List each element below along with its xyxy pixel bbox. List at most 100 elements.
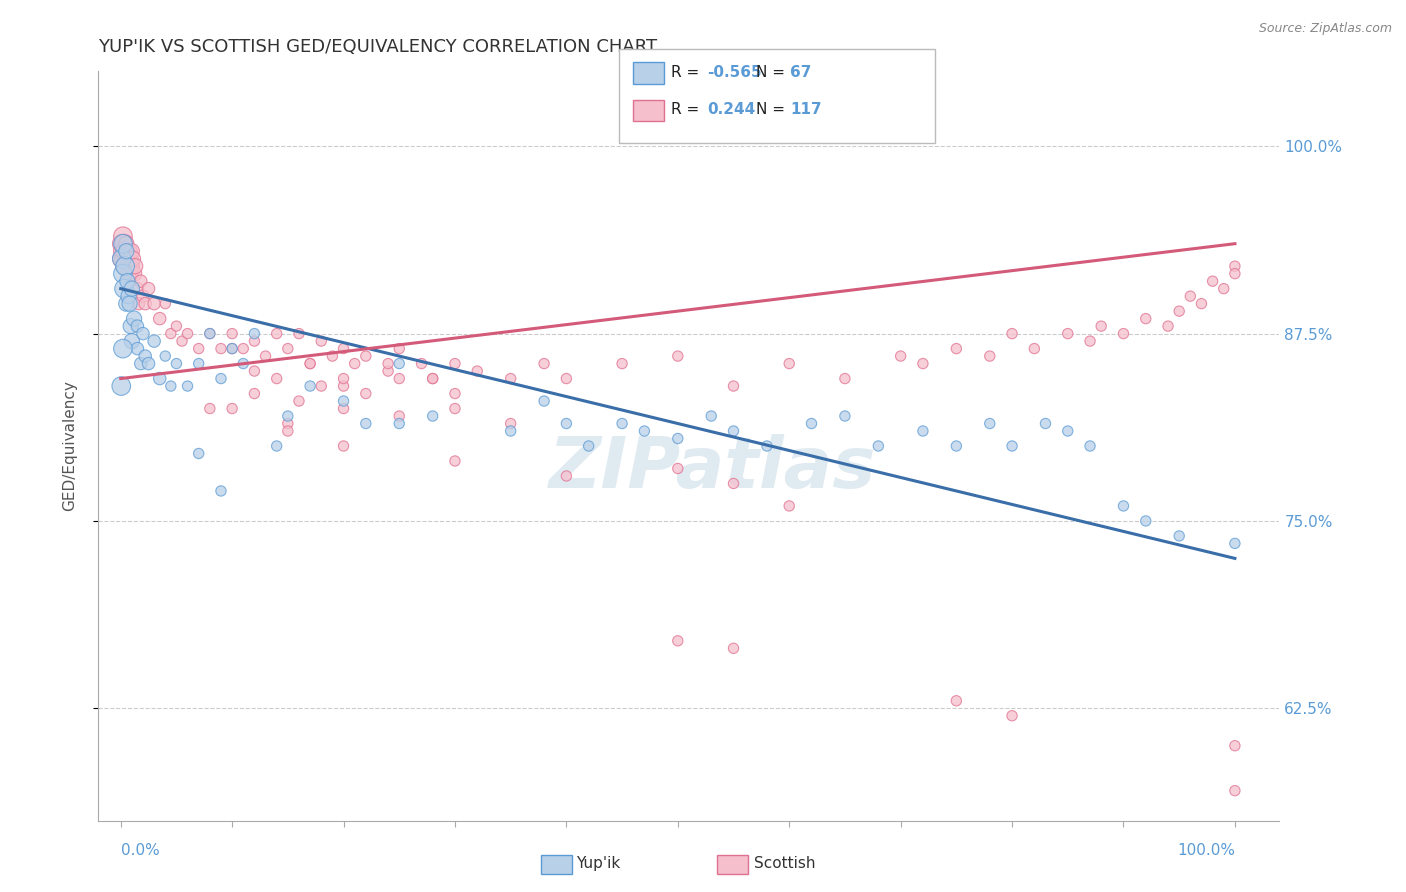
Point xyxy=(115,296,138,310)
Point xyxy=(209,342,232,356)
Point xyxy=(165,319,187,334)
Text: R =: R = xyxy=(671,65,704,79)
Point xyxy=(332,394,354,409)
Point xyxy=(979,349,1001,363)
Point xyxy=(1001,708,1024,723)
Point xyxy=(299,357,322,371)
Point xyxy=(111,236,134,251)
Point xyxy=(122,311,145,326)
Point xyxy=(221,342,243,356)
Point xyxy=(110,379,132,393)
Point xyxy=(120,252,142,266)
Point xyxy=(1078,439,1101,453)
Point xyxy=(533,357,555,371)
Point xyxy=(411,357,433,371)
Point xyxy=(114,259,136,273)
Text: -0.565: -0.565 xyxy=(707,65,762,79)
Point xyxy=(666,633,689,648)
Point xyxy=(143,334,166,348)
Point xyxy=(444,401,467,416)
Point xyxy=(1035,417,1057,431)
Point xyxy=(143,296,166,310)
Point xyxy=(111,267,134,281)
Point xyxy=(221,342,243,356)
Point xyxy=(129,274,152,288)
Point xyxy=(176,379,198,393)
Point xyxy=(232,342,254,356)
Point xyxy=(321,349,343,363)
Point xyxy=(633,424,655,438)
Point xyxy=(499,424,522,438)
Point xyxy=(1168,529,1191,543)
Point xyxy=(299,379,322,393)
Point xyxy=(610,417,633,431)
Point xyxy=(198,326,221,341)
Point xyxy=(120,319,142,334)
Point xyxy=(1201,274,1223,288)
Text: 0.244: 0.244 xyxy=(707,103,755,117)
Text: 67: 67 xyxy=(790,65,811,79)
Point xyxy=(1212,282,1234,296)
Point xyxy=(354,386,377,401)
Point xyxy=(114,259,136,273)
Point xyxy=(555,371,578,385)
Point xyxy=(890,349,912,363)
Point xyxy=(132,326,155,341)
Point xyxy=(834,409,856,423)
Point xyxy=(343,357,366,371)
Point xyxy=(155,349,177,363)
Point xyxy=(533,394,555,409)
Point xyxy=(422,371,444,385)
Text: R =: R = xyxy=(671,103,704,117)
Point xyxy=(778,499,800,513)
Point xyxy=(111,244,134,259)
Point xyxy=(111,252,134,266)
Point xyxy=(127,282,149,296)
Point xyxy=(117,259,139,273)
Point xyxy=(117,274,139,288)
Point xyxy=(723,641,745,656)
Point xyxy=(266,326,288,341)
Point xyxy=(1078,334,1101,348)
Point xyxy=(1001,326,1024,341)
Point xyxy=(422,371,444,385)
Point xyxy=(945,342,967,356)
Point xyxy=(277,424,299,438)
Point xyxy=(121,334,143,348)
Point xyxy=(111,342,134,356)
Point xyxy=(132,289,155,303)
Point xyxy=(118,296,141,310)
Point xyxy=(666,349,689,363)
Point xyxy=(121,244,143,259)
Text: N =: N = xyxy=(756,65,790,79)
Point xyxy=(1112,499,1135,513)
Point xyxy=(138,282,160,296)
Point xyxy=(388,409,411,423)
Point xyxy=(243,326,266,341)
Point xyxy=(127,319,149,334)
Point xyxy=(332,401,354,416)
Point xyxy=(444,454,467,468)
Point xyxy=(332,342,354,356)
Point xyxy=(254,349,277,363)
Point xyxy=(121,282,143,296)
Point xyxy=(1090,319,1112,334)
Point xyxy=(160,379,183,393)
Point xyxy=(128,296,150,310)
Point xyxy=(1135,311,1157,326)
Point xyxy=(165,357,187,371)
Point xyxy=(1135,514,1157,528)
Point xyxy=(499,371,522,385)
Text: Yup'ik: Yup'ik xyxy=(576,856,620,871)
Point xyxy=(700,409,723,423)
Point xyxy=(1223,259,1246,273)
Point xyxy=(117,244,139,259)
Point xyxy=(422,409,444,423)
Text: 0.0%: 0.0% xyxy=(121,843,159,858)
Point xyxy=(945,439,967,453)
Point xyxy=(499,417,522,431)
Point xyxy=(198,326,221,341)
Point xyxy=(1024,342,1046,356)
Point xyxy=(1168,304,1191,318)
Point xyxy=(124,259,146,273)
